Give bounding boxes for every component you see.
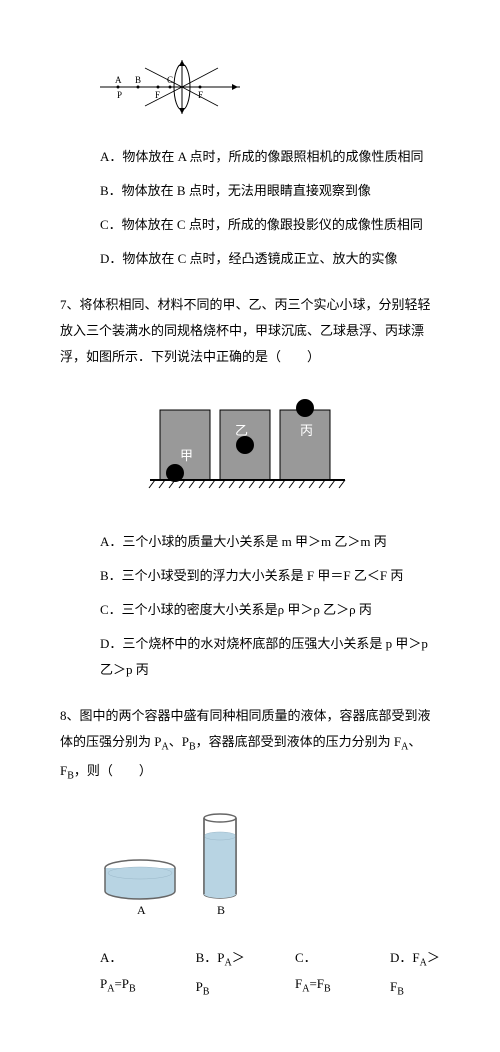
q6-option-a: A．物体放在 A 点时，所成的像跟照相机的成像性质相同	[100, 144, 440, 170]
label-p: P	[117, 90, 122, 100]
lens-diagram: A B C P F F	[100, 60, 440, 124]
q6-option-d: D．物体放在 C 点时，经凸透镜成正立、放大的实像	[100, 246, 440, 272]
q8-stem: 8、图中的两个容器中盛有同种相同质量的液体，容器底部受到液体的压强分别为 PA、…	[60, 703, 440, 786]
q6-option-c: C．物体放在 C 点时，所成的像跟投影仪的成像性质相同	[100, 212, 440, 238]
q8-options: A．PA=PB B．PA＞PB C．FA=FB D．FA＞FB	[100, 945, 440, 1002]
label-a: A	[115, 75, 122, 85]
label-jia: 甲	[180, 448, 193, 463]
container-label-a: A	[137, 903, 146, 916]
container-diagram: A B	[100, 806, 440, 925]
q7-option-a: A．三个小球的质量大小关系是 m 甲＞m 乙＞m 丙	[100, 529, 440, 555]
label-f1: F	[155, 90, 160, 100]
q7-option-b: B．三个小球受到的浮力大小关系是 F 甲＝F 乙＜F 丙	[100, 563, 440, 589]
q7-option-c: C．三个小球的密度大小关系是ρ 甲＞ρ 乙＞ρ 丙	[100, 597, 440, 623]
label-f2: F	[198, 90, 203, 100]
label-b: B	[135, 75, 141, 85]
label-bing: 丙	[300, 423, 313, 438]
q7-stem: 7、将体积相同、材料不同的甲、乙、丙三个实心小球，分别轻轻放入三个装满水的同规格…	[60, 292, 440, 370]
q8-option-c: C．FA=FB	[295, 945, 340, 1002]
q7-option-d: D．三个烧杯中的水对烧杯底部的压强大小关系是 p 甲＞p 乙＞p 丙	[100, 631, 440, 683]
q6-option-b: B．物体放在 B 点时，无法用眼睛直接观察到像	[100, 178, 440, 204]
q8-option-a: A．PA=PB	[100, 945, 146, 1002]
q8-option-d: D．FA＞FB	[390, 945, 440, 1002]
beaker-diagram: 甲 乙 丙	[60, 390, 440, 509]
label-c: C	[167, 75, 173, 85]
container-label-b: B	[217, 903, 225, 916]
label-yi: 乙	[235, 423, 248, 438]
q8-option-b: B．PA＞PB	[196, 945, 245, 1002]
